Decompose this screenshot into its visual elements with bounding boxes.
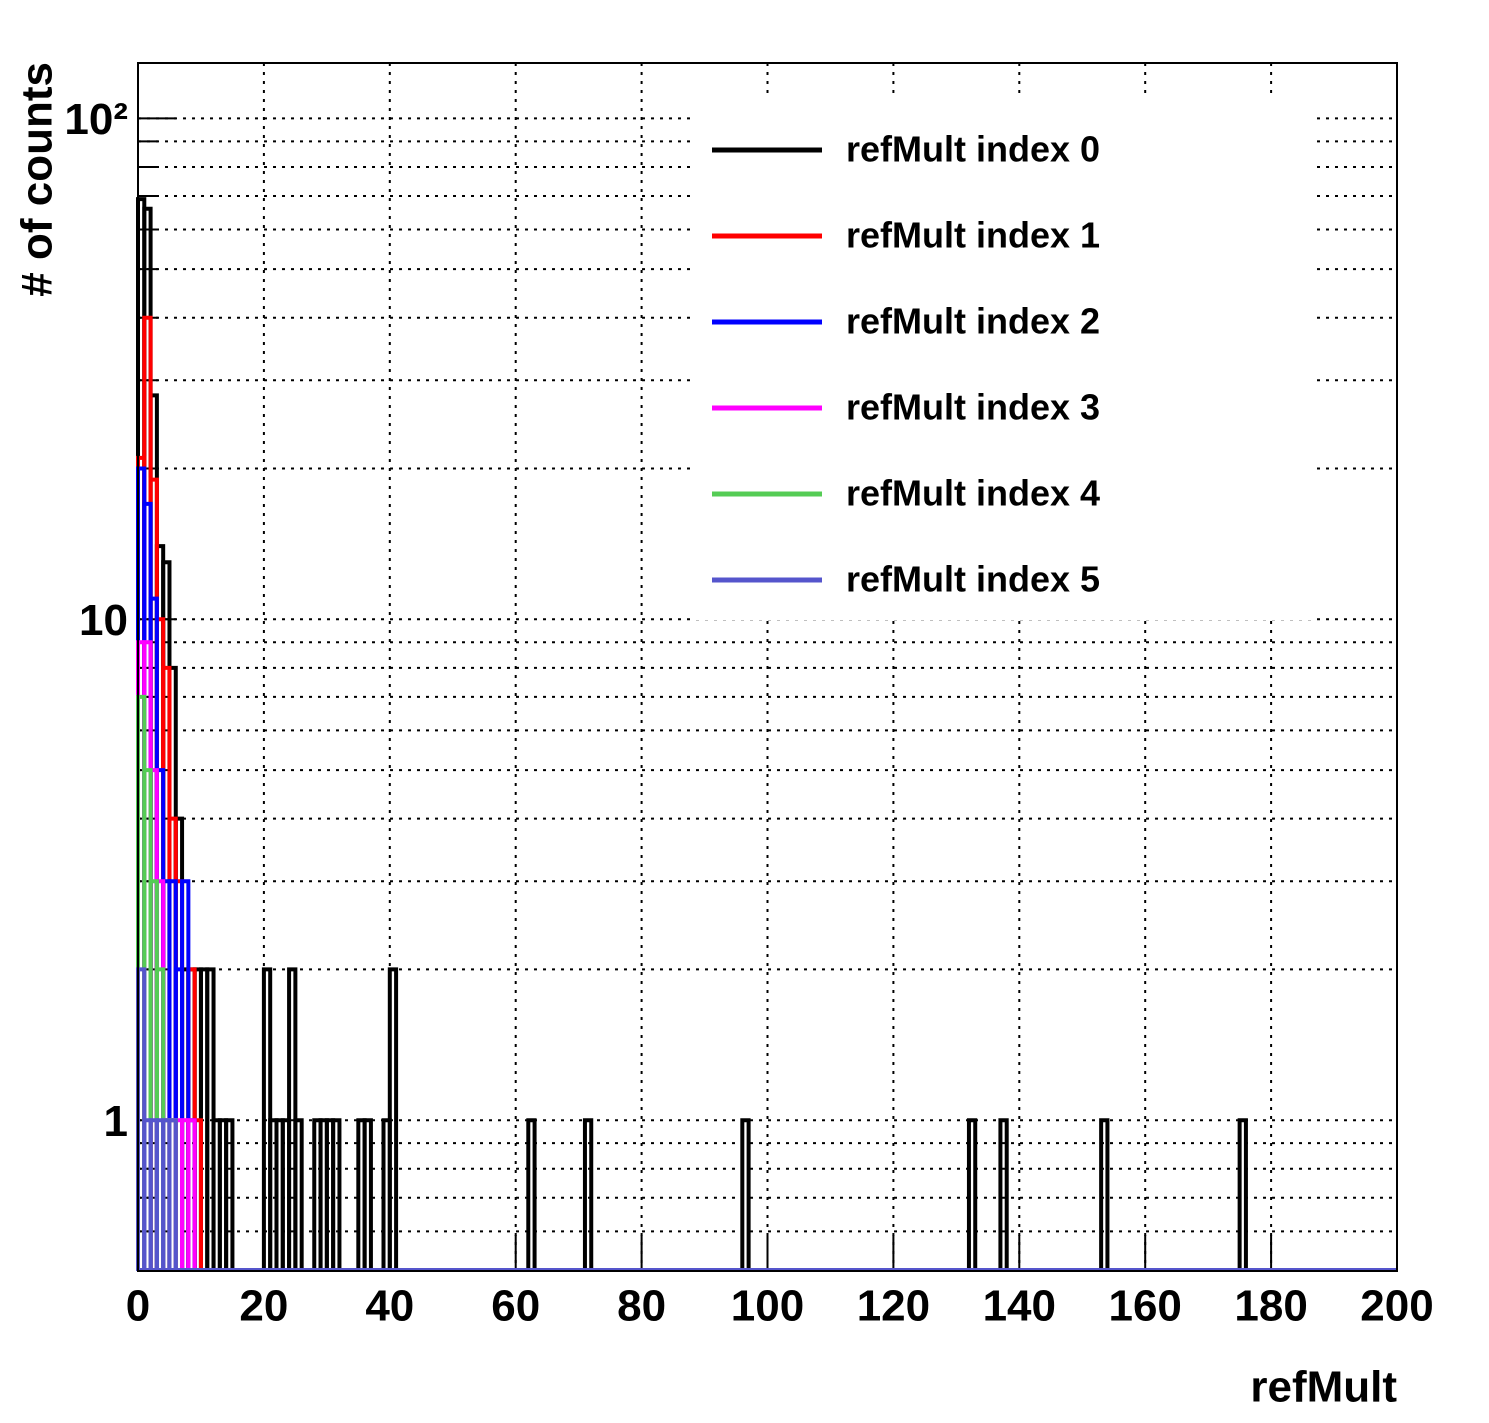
y-axis-title: # of counts [13,62,62,297]
x-tick-label: 0 [126,1282,150,1331]
histogram-bin [526,1118,537,1271]
histogram-bin [224,1118,235,1271]
x-axis-title: refMult [1250,1363,1397,1412]
histogram-bin [387,967,399,1271]
x-tick-label: 80 [617,1282,666,1331]
histogram-bin [1237,1118,1248,1271]
x-tick-label: 20 [239,1282,288,1331]
histogram-bin [331,1118,342,1271]
legend-label: refMult index 3 [846,387,1100,428]
y-tick-label: 10² [64,95,128,144]
histogram-bin [740,1118,751,1271]
legend-label: refMult index 0 [846,129,1100,170]
histogram-bin [582,1118,594,1271]
x-tick-label: 160 [1108,1282,1181,1331]
x-tick-label: 60 [491,1282,540,1331]
y-tick-label: 1 [104,1097,128,1146]
x-tick-label: 120 [857,1282,930,1331]
histogram-bin [293,1118,304,1271]
histogram-bin [167,1118,178,1271]
legend-box [690,95,1315,620]
plot-frame [137,62,1398,1272]
histogram-bin [998,1118,1009,1271]
histogram-bin [186,1118,197,1271]
legend-label: refMult index 4 [846,473,1100,514]
x-tick-label: 100 [731,1282,804,1331]
histogram-bin [966,1118,978,1271]
x-tick-label: 140 [983,1282,1056,1331]
legend-label: refMult index 1 [846,215,1100,256]
y-tick-label: 10 [79,596,128,645]
legend-label: refMult index 2 [846,301,1100,342]
legend-label: refMult index 5 [846,559,1100,600]
x-tick-label: 180 [1234,1282,1307,1331]
x-tick-label: 200 [1360,1282,1433,1331]
histogram-bin [362,1118,373,1271]
histogram-bin [1099,1118,1110,1271]
x-tick-label: 40 [365,1282,414,1331]
histogram-bin [180,879,191,1271]
